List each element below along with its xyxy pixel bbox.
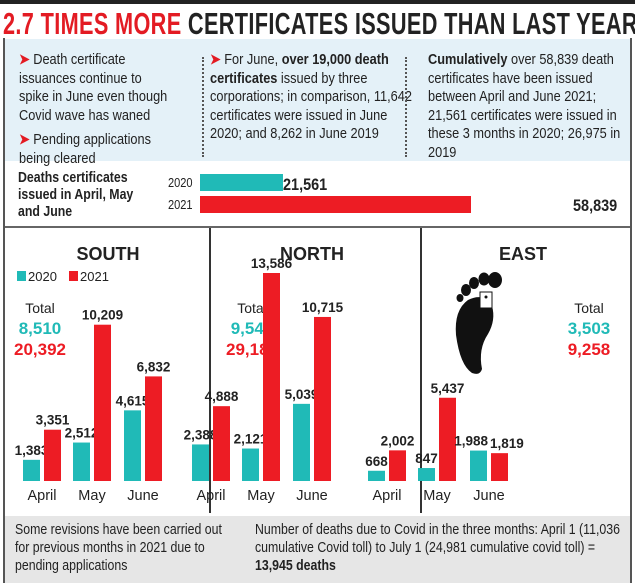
footer-note: Some revisions have been carried out for… (15, 522, 222, 574)
bar-value-label: 1,819 (490, 436, 524, 451)
bar-2020-april (23, 459, 40, 481)
divider (202, 57, 204, 157)
arrow-icon: ➤ (19, 132, 30, 148)
bullet-1: Death certificate issuances continue to … (19, 52, 168, 124)
bar-value-label: 6,832 (137, 359, 171, 374)
hbar-2021 (200, 196, 471, 213)
divider (405, 57, 407, 157)
bar-2020-april (192, 444, 209, 481)
category-label: May (423, 488, 451, 504)
bar-2021-june (145, 376, 162, 481)
bar-value-label: 10,209 (82, 308, 123, 323)
legend-swatch-2021 (69, 271, 78, 281)
bar-2021-may (263, 273, 280, 481)
hbar-year-2021: 2021 (168, 197, 193, 212)
bar-2021-april (44, 429, 61, 481)
headline-highlight: 2.7 TIMES MORE (3, 6, 182, 41)
legend-label-2020: 2020 (28, 269, 57, 284)
bar-value-label: 2,388 (184, 427, 218, 442)
bar-value-label: 5,039 (285, 387, 319, 402)
bar-value-label: 10,715 (302, 300, 344, 315)
bar-value-label: 3,351 (36, 413, 70, 428)
total-2020: 8,510 (19, 319, 62, 338)
info-panel: ➤ Death certificate issuances continue t… (5, 39, 630, 167)
bar-2020-june (470, 450, 487, 481)
bar-value-label: 5,437 (431, 381, 465, 396)
col2-rest: issued by three corporations; in compari… (210, 70, 412, 143)
bar-value-label: 4,888 (205, 389, 239, 404)
bar-2020-may (73, 442, 90, 481)
bar-2021-may (94, 324, 111, 481)
hbar-2020 (200, 174, 283, 191)
footer-covid-note: Number of deaths due to Covid in the thr… (255, 521, 633, 575)
headline-rest: CERTIFICATES ISSUED THAN LAST YEAR (187, 6, 635, 41)
panel-divider (209, 228, 211, 513)
bar-value-label: 847 (415, 451, 438, 466)
bar-value-label: 4,615 (116, 393, 150, 408)
col3-bold: Cumulatively (428, 52, 508, 68)
bar-2020-may (418, 468, 435, 481)
bar-value-label: 2,512 (65, 426, 99, 441)
arrow-icon: ➤ (210, 52, 221, 68)
panel-title: NORTH (280, 244, 344, 264)
bar-value-label: 668 (365, 454, 388, 469)
hbar-value-2021: 58,839 (573, 196, 618, 215)
footer: Some revisions have been carried out for… (5, 516, 630, 583)
bar-2021-april (213, 406, 230, 481)
footer-covid-text: Number of deaths due to Covid in the thr… (255, 522, 620, 556)
total-2021: 20,392 (14, 340, 66, 359)
panel-title: EAST (499, 244, 547, 264)
bar-2020-june (293, 403, 310, 481)
category-label: June (473, 488, 504, 504)
bar-value-label: 2,002 (381, 433, 415, 448)
bar-2021-may (439, 397, 456, 481)
bar-value-label: 13,586 (251, 256, 293, 271)
col2-prefix: For June, (224, 52, 279, 68)
bar-2020-april (368, 470, 385, 481)
section-divider (5, 226, 630, 228)
category-label: April (372, 488, 401, 504)
bar-value-label: 2,121 (234, 432, 268, 447)
top-rule (0, 0, 635, 4)
category-label: June (127, 488, 158, 504)
category-label: April (196, 488, 225, 504)
info-col-1: ➤ Death certificate issuances continue t… (19, 51, 173, 168)
category-label: May (78, 488, 106, 504)
total-label: Total (574, 300, 604, 316)
info-col-2: ➤ For June, over 19,000 death certificat… (210, 51, 417, 144)
total-2020: 9,548 (231, 319, 274, 338)
footprint-tag-icon (455, 272, 502, 374)
category-label: May (247, 488, 275, 504)
legend-swatch-2020 (17, 271, 26, 281)
total-label: Total (25, 300, 55, 316)
col3-rest: over 58,839 death certificates have been… (428, 52, 621, 161)
arrow-icon: ➤ (19, 52, 30, 68)
headline: 2.7 TIMES MORE CERTIFICATES ISSUED THAN … (3, 6, 635, 42)
legend-label-2021: 2021 (80, 269, 109, 284)
category-label: April (27, 488, 56, 504)
hbar-value-2020: 21,561 (283, 175, 328, 194)
info-col-3: Cumulatively over 58,839 death certifica… (428, 51, 630, 162)
bar-2021-june (314, 316, 331, 481)
total-2020: 3,503 (568, 319, 611, 338)
bar-2020-may (242, 448, 259, 481)
total-2021: 9,258 (568, 340, 611, 359)
bar-2020-june (124, 410, 141, 481)
panel-title: SOUTH (77, 244, 140, 264)
bullet-2: Pending applications being cleared (19, 132, 152, 167)
category-label: June (296, 488, 327, 504)
bar-2021-april (389, 450, 406, 481)
col2-bold: over 19,000 death certificates (210, 52, 389, 87)
bar-value-label: 1,988 (454, 434, 488, 449)
hbar-year-2020: 2020 (168, 175, 193, 190)
total-label: Total (237, 300, 267, 316)
footer-covid-deaths: 13,945 deaths (255, 558, 336, 574)
bar-value-label: 1,383 (15, 443, 49, 458)
hbar-title: Deaths certificates issued in April, May… (18, 170, 134, 220)
panel-divider (420, 228, 422, 513)
bar-2021-june (491, 453, 508, 481)
